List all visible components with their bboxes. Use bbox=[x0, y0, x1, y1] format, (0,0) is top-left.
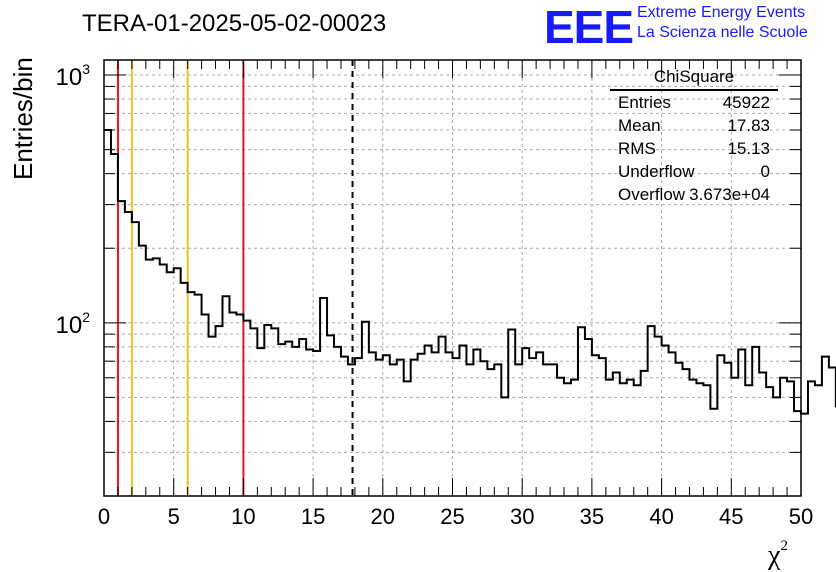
stats-box: ChiSquare Entries 45922 Mean 17.83 RMS 1… bbox=[610, 67, 778, 207]
stats-row-mean: Mean 17.83 bbox=[618, 116, 770, 138]
x-tick-label: 50 bbox=[789, 504, 813, 529]
stats-key: Entries bbox=[618, 93, 671, 112]
x-tick-label: 35 bbox=[580, 504, 604, 529]
stats-key: Underflow bbox=[618, 162, 695, 181]
x-tick-label: 5 bbox=[168, 504, 180, 529]
x-axis-label-base: χ bbox=[768, 540, 781, 571]
stats-value: 17.83 bbox=[727, 116, 770, 135]
chart-title: TERA-01-2025-05-02-00023 bbox=[82, 10, 387, 37]
axis-ticks bbox=[103, 60, 802, 497]
y-tick-label-exp: 2 bbox=[82, 309, 90, 325]
x-tick-label: 40 bbox=[649, 504, 673, 529]
x-tick-label: 20 bbox=[371, 504, 395, 529]
y-tick-label-exp: 3 bbox=[82, 61, 90, 77]
stats-key: RMS bbox=[618, 139, 656, 158]
stats-value: 3.673e+04 bbox=[689, 185, 770, 204]
stats-row-rms: RMS 15.13 bbox=[618, 139, 770, 161]
stats-value: 15.13 bbox=[727, 139, 770, 158]
stats-title: ChiSquare bbox=[653, 67, 735, 86]
y-tick-label: 102 bbox=[56, 309, 91, 339]
stats-row-underflow: Underflow 0 bbox=[618, 162, 770, 184]
y-tick-label-base: 10 bbox=[56, 64, 83, 91]
eee-logo: EEE bbox=[544, 1, 634, 53]
stats-row-entries: Entries 45922 bbox=[618, 93, 770, 115]
y-tick-label: 103 bbox=[56, 61, 91, 91]
reference-lines bbox=[116, 60, 354, 496]
x-tick-label: 30 bbox=[510, 504, 534, 529]
x-tick-label: 0 bbox=[98, 504, 110, 529]
stats-key: Overflow bbox=[618, 185, 686, 204]
x-tick-label: 45 bbox=[719, 504, 743, 529]
stats-value: 0 bbox=[760, 162, 770, 181]
x-tick-label: 25 bbox=[440, 504, 464, 529]
stats-key: Mean bbox=[618, 116, 661, 135]
y-tick-label-base: 10 bbox=[56, 312, 83, 339]
x-axis-label: χ2 bbox=[768, 538, 788, 572]
logo-line-2: La Scienza nelle Scuole bbox=[637, 24, 808, 41]
x-tick-label: 15 bbox=[301, 504, 325, 529]
stats-row-overflow: Overflow 3.673e+04 bbox=[618, 185, 770, 207]
stats-separator bbox=[610, 89, 778, 91]
x-tick-label: 10 bbox=[231, 504, 255, 529]
stats-value: 45922 bbox=[722, 93, 770, 112]
logo-line-1: Extreme Energy Events bbox=[637, 4, 806, 21]
x-axis-label-sup: 2 bbox=[780, 538, 788, 554]
